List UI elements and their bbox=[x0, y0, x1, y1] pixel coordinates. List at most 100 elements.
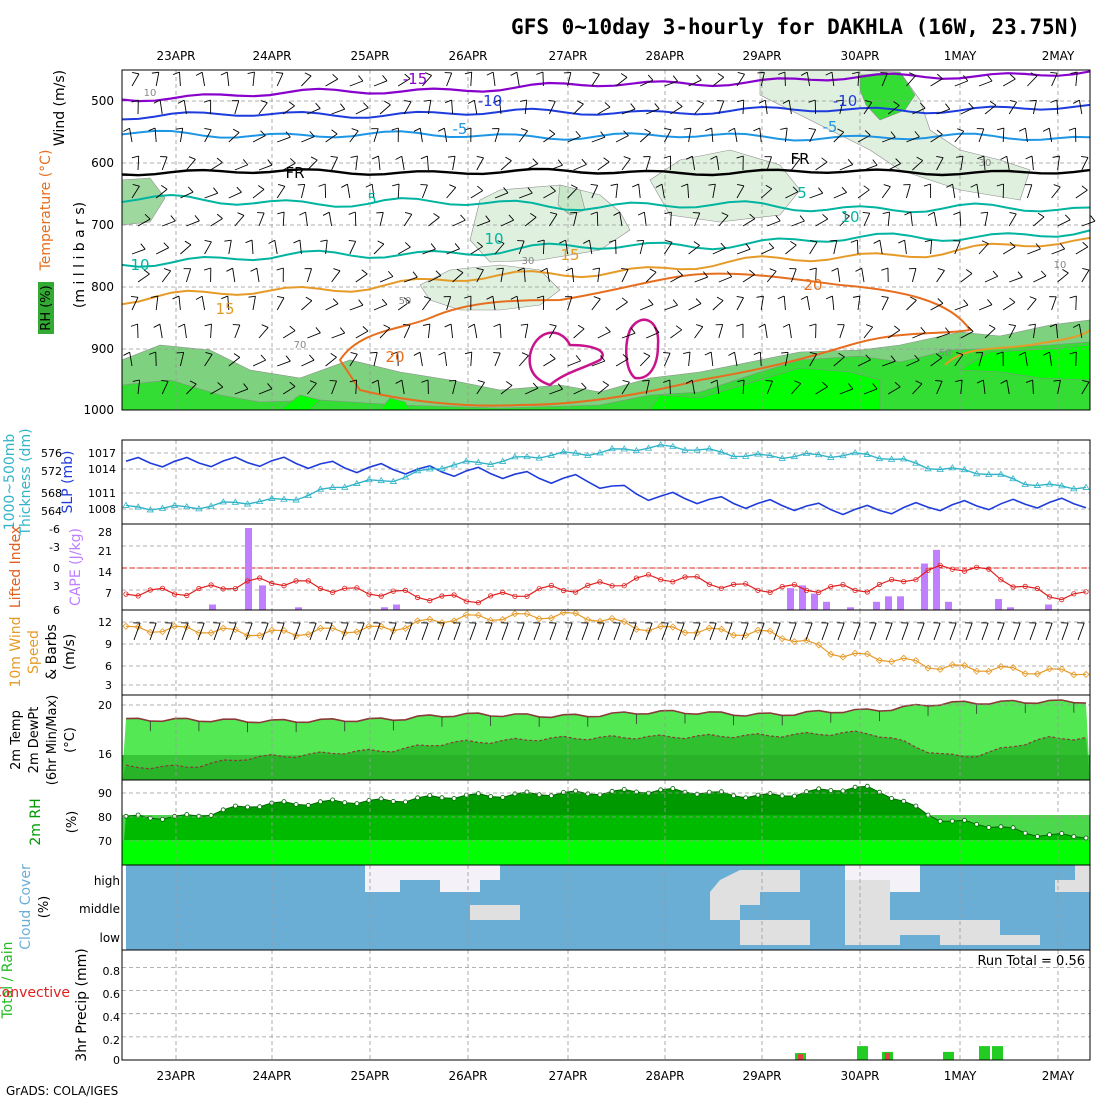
wind-barb-flag bbox=[172, 295, 180, 300]
contour-label: 50 bbox=[399, 296, 412, 307]
thickness-marker bbox=[1021, 480, 1029, 488]
wind-barb bbox=[863, 213, 871, 227]
wind-barb-flag bbox=[204, 127, 212, 131]
rh-marker bbox=[755, 792, 761, 798]
wind-barb-flag bbox=[809, 323, 817, 327]
wind-barb-flag bbox=[996, 351, 1004, 355]
wind-barb-flag bbox=[677, 270, 683, 276]
wind-barb bbox=[325, 240, 328, 255]
wind-barb-flag bbox=[1070, 71, 1078, 74]
wind-speed-marker bbox=[960, 661, 969, 669]
wind-barb bbox=[524, 100, 528, 115]
rh-marker bbox=[585, 791, 591, 797]
wind-barb bbox=[661, 622, 669, 641]
wind-barb bbox=[613, 622, 621, 641]
contour-label: 10 bbox=[840, 208, 859, 226]
cape-bar bbox=[799, 585, 806, 610]
wind-barb-flag bbox=[737, 379, 745, 383]
wind-barb bbox=[833, 131, 845, 143]
wind-barb bbox=[129, 352, 133, 367]
cape-bar bbox=[1045, 604, 1052, 610]
wind-barb bbox=[180, 191, 194, 199]
wind-barb bbox=[1027, 75, 1038, 87]
wind-barb bbox=[1075, 189, 1088, 199]
wind-barb-flag bbox=[768, 242, 775, 249]
wind-barb bbox=[936, 157, 944, 171]
wind-barb bbox=[639, 240, 645, 255]
lifted-index-marker bbox=[682, 574, 688, 580]
thickness-marker bbox=[158, 504, 167, 511]
wind-barb bbox=[853, 622, 861, 641]
rh-marker bbox=[536, 792, 542, 798]
wind-barb bbox=[518, 240, 525, 255]
wind-barb bbox=[548, 101, 556, 115]
wind-barb-flag bbox=[464, 295, 472, 299]
wind-barb-flag bbox=[664, 127, 672, 131]
wind-barb-flag bbox=[486, 295, 494, 300]
lifted-index-marker bbox=[1059, 596, 1065, 603]
wind-barb bbox=[742, 380, 745, 395]
wind-barb-flag bbox=[382, 75, 388, 82]
lifted-index-marker bbox=[366, 591, 372, 597]
wind-speed-marker bbox=[802, 636, 811, 644]
wind-barb bbox=[906, 359, 920, 367]
wind-barb bbox=[764, 324, 768, 339]
thickness-marker bbox=[900, 455, 908, 462]
wind-barb bbox=[204, 192, 218, 199]
wind-barb-flag bbox=[536, 295, 544, 299]
wind-barb bbox=[597, 268, 600, 283]
wind-barb bbox=[785, 244, 797, 255]
cape-bar bbox=[945, 601, 952, 610]
wind-speed-marker bbox=[766, 627, 774, 635]
wind-barb-flag bbox=[140, 243, 146, 250]
wind-barb-flag bbox=[758, 99, 766, 104]
wind-barb bbox=[161, 381, 169, 395]
wind-barb bbox=[516, 72, 520, 87]
wind-speed-marker bbox=[863, 650, 871, 658]
lifted-index-marker bbox=[560, 587, 567, 594]
wind-barb-flag bbox=[383, 324, 390, 329]
wind-barb-flag bbox=[894, 325, 901, 331]
wind-barb-flag bbox=[340, 103, 346, 110]
wind-barb bbox=[809, 353, 818, 367]
wind-barb bbox=[936, 380, 943, 395]
lifted-index-marker bbox=[1083, 589, 1089, 595]
wind-barb bbox=[805, 622, 813, 641]
wind-barb bbox=[857, 296, 861, 311]
wind-speed-marker bbox=[1082, 670, 1090, 678]
wind-barb-flag bbox=[508, 214, 515, 221]
wind-barb-flag bbox=[576, 100, 584, 105]
wind-speed-marker bbox=[681, 629, 689, 637]
wind-barb bbox=[137, 380, 141, 395]
wind-barb-flag bbox=[890, 355, 896, 362]
wind-speed-marker bbox=[1033, 670, 1041, 678]
wind-barb bbox=[978, 80, 993, 87]
thickness-marker bbox=[1045, 480, 1054, 487]
wind-barb bbox=[1078, 100, 1083, 115]
wind-barb bbox=[1002, 127, 1005, 143]
wind-barb bbox=[179, 352, 185, 367]
wind-barb-flag bbox=[163, 242, 170, 249]
wind-barb-flag bbox=[161, 185, 168, 190]
wind-barb-flag bbox=[695, 298, 702, 304]
lifted-index-marker bbox=[536, 586, 542, 592]
wind-speed-marker bbox=[730, 631, 738, 639]
lifted-index-marker bbox=[147, 587, 153, 593]
wind-barb-flag bbox=[837, 128, 844, 133]
wind-barb bbox=[419, 352, 423, 367]
wind-barb-flag bbox=[506, 381, 513, 386]
wind-barb bbox=[377, 380, 381, 395]
rh-marker bbox=[548, 793, 554, 799]
wind-barb-flag bbox=[765, 380, 773, 382]
rh-shading bbox=[649, 149, 801, 223]
wind-speed-marker bbox=[195, 629, 203, 637]
lifted-index-marker bbox=[487, 593, 494, 599]
wind-barb bbox=[331, 270, 341, 283]
lifted-index-marker bbox=[1071, 591, 1077, 597]
rh-marker bbox=[281, 799, 287, 804]
wind-barb-flag bbox=[131, 155, 139, 159]
wind-barb-flag bbox=[184, 240, 192, 246]
date-label: 27APR bbox=[548, 49, 587, 63]
wind-barb-flag bbox=[683, 127, 692, 130]
wind-barb-flag bbox=[448, 155, 456, 158]
